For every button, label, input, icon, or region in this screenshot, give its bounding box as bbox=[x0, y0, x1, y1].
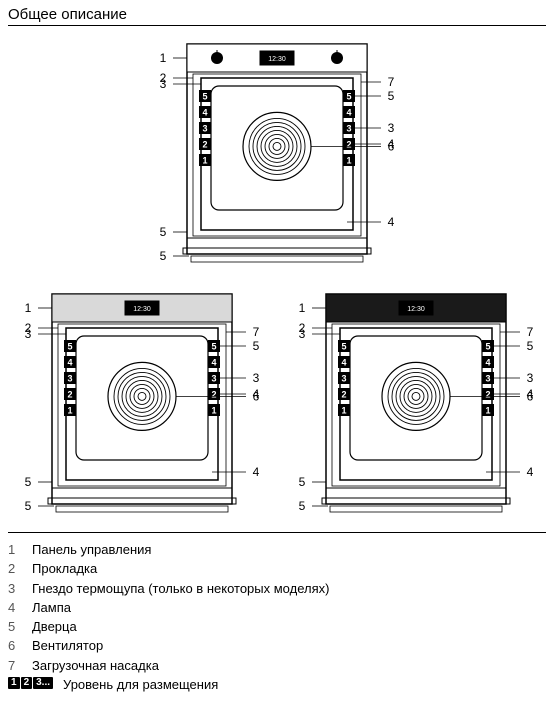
svg-text:5: 5 bbox=[388, 89, 395, 103]
rack-chip: 1 bbox=[8, 677, 20, 689]
legend-item: 2 Прокладка bbox=[8, 561, 546, 577]
svg-text:3: 3 bbox=[202, 124, 207, 134]
legend-text: Дверца bbox=[32, 619, 546, 635]
oven-diagram-2: 12:30554433221112355756344 bbox=[8, 286, 276, 522]
legend-item: 6 Вентилятор bbox=[8, 638, 546, 654]
svg-text:3: 3 bbox=[25, 327, 32, 341]
svg-text:2: 2 bbox=[341, 390, 346, 400]
svg-text:5: 5 bbox=[160, 225, 167, 239]
svg-text:1: 1 bbox=[211, 406, 216, 416]
svg-text:1: 1 bbox=[299, 301, 306, 315]
svg-text:5: 5 bbox=[211, 342, 216, 352]
svg-text:4: 4 bbox=[67, 358, 72, 368]
svg-text:3: 3 bbox=[253, 371, 260, 385]
svg-text:5: 5 bbox=[25, 499, 32, 513]
svg-text:5: 5 bbox=[341, 342, 346, 352]
legend-number: 5 bbox=[8, 619, 22, 635]
legend-item: 7 Загрузочная насадка bbox=[8, 658, 546, 674]
legend-text: Загрузочная насадка bbox=[32, 658, 546, 674]
legend-text: Лампа bbox=[32, 600, 546, 616]
svg-text:5: 5 bbox=[25, 475, 32, 489]
svg-text:5: 5 bbox=[485, 342, 490, 352]
svg-text:2: 2 bbox=[67, 390, 72, 400]
svg-text:3: 3 bbox=[67, 374, 72, 384]
svg-text:1: 1 bbox=[346, 156, 351, 166]
svg-text:1: 1 bbox=[67, 406, 72, 416]
section-heading: Общее описание bbox=[8, 6, 546, 26]
legend-item: 1 Панель управления bbox=[8, 542, 546, 558]
svg-text:4: 4 bbox=[388, 215, 395, 229]
svg-text:4: 4 bbox=[527, 387, 534, 401]
svg-text:5: 5 bbox=[67, 342, 72, 352]
svg-text:7: 7 bbox=[253, 325, 260, 339]
svg-text:4: 4 bbox=[253, 465, 260, 479]
rack-chip: 3... bbox=[33, 677, 53, 689]
svg-text:1: 1 bbox=[341, 406, 346, 416]
legend-text: Панель управления bbox=[32, 542, 546, 558]
svg-text:1: 1 bbox=[25, 301, 32, 315]
legend-item: 3 Гнездо термощупа (только в некоторых м… bbox=[8, 581, 546, 597]
legend-item: 5 Дверца bbox=[8, 619, 546, 635]
svg-text:4: 4 bbox=[211, 358, 216, 368]
svg-text:4: 4 bbox=[253, 387, 260, 401]
svg-text:3: 3 bbox=[341, 374, 346, 384]
legend-number: 2 bbox=[8, 561, 22, 577]
svg-text:3: 3 bbox=[346, 124, 351, 134]
svg-text:5: 5 bbox=[346, 92, 351, 102]
legend-number: 3 bbox=[8, 581, 22, 597]
svg-text:5: 5 bbox=[299, 475, 306, 489]
rack-chip: 2 bbox=[21, 677, 33, 689]
svg-text:1: 1 bbox=[160, 51, 167, 65]
svg-text:3: 3 bbox=[160, 77, 167, 91]
oven-diagram-1: 12:30554433221112355756344 bbox=[143, 36, 411, 272]
svg-text:3: 3 bbox=[527, 371, 534, 385]
legend-number: 7 bbox=[8, 658, 22, 674]
svg-text:2: 2 bbox=[346, 140, 351, 150]
legend-number: 4 bbox=[8, 600, 22, 616]
svg-text:1: 1 bbox=[202, 156, 207, 166]
legend-item: 4 Лампа bbox=[8, 600, 546, 616]
svg-text:4: 4 bbox=[341, 358, 346, 368]
svg-text:12:30: 12:30 bbox=[268, 56, 286, 63]
svg-text:7: 7 bbox=[527, 325, 534, 339]
svg-text:5: 5 bbox=[202, 92, 207, 102]
svg-text:1: 1 bbox=[485, 406, 490, 416]
svg-text:12:30: 12:30 bbox=[407, 306, 425, 313]
svg-text:3: 3 bbox=[299, 327, 306, 341]
svg-text:2: 2 bbox=[485, 390, 490, 400]
legend-text: Вентилятор bbox=[32, 638, 546, 654]
svg-text:2: 2 bbox=[202, 140, 207, 150]
legend-number: 1 bbox=[8, 542, 22, 558]
svg-text:5: 5 bbox=[299, 499, 306, 513]
svg-text:7: 7 bbox=[388, 75, 395, 89]
svg-text:5: 5 bbox=[253, 339, 260, 353]
diagram-row-bottom: 12:30554433221112355756344 12:3055443322… bbox=[8, 286, 546, 522]
svg-text:12:30: 12:30 bbox=[133, 306, 151, 313]
legend-text: Гнездо термощупа (только в некоторых мод… bbox=[32, 581, 546, 597]
svg-text:3: 3 bbox=[211, 374, 216, 384]
legend-number: 6 bbox=[8, 638, 22, 654]
svg-text:4: 4 bbox=[388, 137, 395, 151]
svg-text:4: 4 bbox=[527, 465, 534, 479]
svg-text:5: 5 bbox=[160, 249, 167, 263]
diagram-row-top: 12:30554433221112355756344 bbox=[8, 36, 546, 272]
svg-text:3: 3 bbox=[485, 374, 490, 384]
svg-text:4: 4 bbox=[346, 108, 351, 118]
legend-list: 1 Панель управления 2 Прокладка 3 Гнездо т… bbox=[8, 532, 546, 693]
svg-text:4: 4 bbox=[485, 358, 490, 368]
legend-text: Прокладка bbox=[32, 561, 546, 577]
svg-text:4: 4 bbox=[202, 108, 207, 118]
svg-text:3: 3 bbox=[388, 121, 395, 135]
oven-diagram-3: 12:30554433221112355756344 bbox=[282, 286, 550, 522]
svg-text:5: 5 bbox=[527, 339, 534, 353]
rack-level-chips: 123... bbox=[8, 677, 53, 689]
svg-text:2: 2 bbox=[211, 390, 216, 400]
